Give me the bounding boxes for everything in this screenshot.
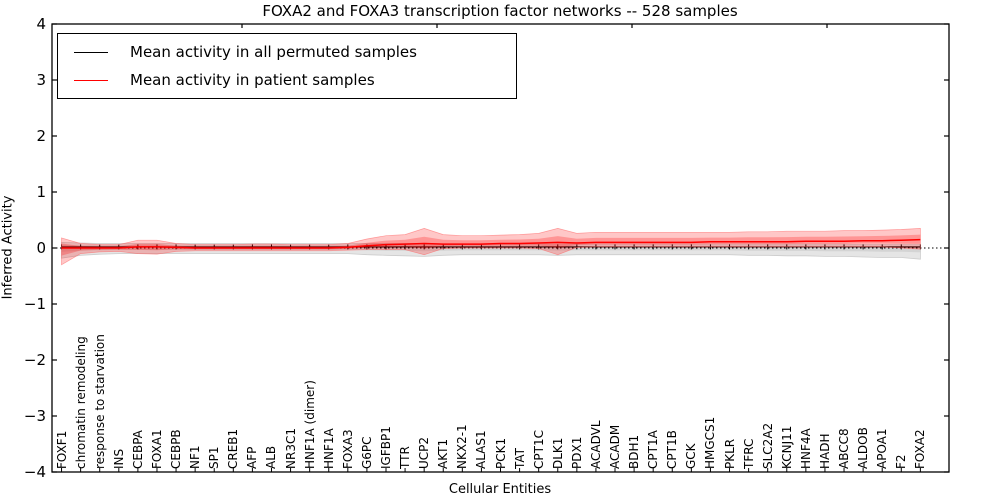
x-category-label: ACADVL — [588, 420, 603, 469]
y-tick-label: 2 — [36, 127, 46, 145]
x-category-label: response to starvation — [92, 334, 107, 469]
x-category-label: NF1 — [188, 445, 203, 469]
y-tick-label: −4 — [23, 463, 46, 481]
x-category-label: HMGCS1 — [703, 416, 718, 469]
y-tick-label: −3 — [23, 407, 46, 425]
x-category-label: FOXA3 — [340, 429, 355, 469]
x-category-label: TFRC — [741, 438, 756, 469]
x-category-label: ALB — [264, 445, 279, 469]
x-category-label: APOA1 — [875, 428, 890, 469]
x-category-label: HADH — [817, 433, 832, 470]
x-category-label: ABCC8 — [837, 428, 852, 469]
patient-std-band-inner — [61, 234, 921, 256]
x-category-label: DLK1 — [550, 437, 565, 469]
x-category-label: F2 — [894, 454, 909, 469]
x-category-label: HNF1A (dimer) — [302, 380, 317, 469]
x-category-label: PCK1 — [493, 437, 508, 469]
x-category-label: FOXF1 — [54, 430, 69, 469]
x-category-label: CEBPB — [169, 429, 184, 469]
legend-item-patient: Mean activity in patient samples — [58, 66, 516, 94]
x-category-label: ALDOB — [856, 427, 871, 469]
x-category-label: IGFBP1 — [378, 426, 393, 469]
x-category-label: PDX1 — [569, 436, 584, 469]
legend-label: Mean activity in patient samples — [130, 71, 375, 89]
y-tick-label: −2 — [23, 351, 46, 369]
x-category-label: CREB1 — [226, 428, 241, 469]
patient-mean-line — [61, 238, 921, 249]
x-category-label: FOXA2 — [913, 429, 928, 469]
x-category-label: chromatin remodeling — [73, 336, 88, 469]
y-tick-label: 4 — [36, 15, 46, 33]
x-category-label: NKX2-1 — [455, 424, 470, 469]
chart-title: FOXA2 and FOXA3 transcription factor net… — [262, 2, 738, 20]
x-category-label: GCK — [684, 443, 699, 469]
x-category-label: AKT1 — [436, 438, 451, 469]
x-axis-label: Cellular Entities — [448, 482, 552, 497]
x-category-label: HNF4A — [798, 428, 813, 469]
x-category-label: UCP2 — [417, 436, 432, 469]
x-category-label: FOXA1 — [149, 429, 164, 469]
legend-line-icon — [74, 79, 108, 81]
y-tick-label: 1 — [36, 183, 46, 201]
x-category-label: ALAS1 — [474, 430, 489, 469]
y-tick-label: 3 — [36, 71, 46, 89]
x-category-label: CPT1C — [531, 430, 546, 469]
legend: Mean activity in all permuted samples Mea… — [57, 33, 517, 99]
y-tick-label: 0 — [36, 239, 46, 257]
x-category-label: SP1 — [207, 446, 222, 470]
x-category-label: CPT1A — [646, 430, 661, 469]
x-category-label: PKLR — [722, 438, 737, 469]
x-category-label: CPT1B — [665, 430, 680, 469]
x-category-label: AFP — [245, 446, 260, 469]
legend-item-permuted: Mean activity in all permuted samples — [58, 38, 516, 66]
x-category-label: CEBPA — [130, 430, 145, 469]
x-category-label: TAT — [512, 447, 527, 469]
x-category-label: BDH1 — [627, 434, 642, 469]
x-category-label: ACADM — [608, 424, 622, 469]
x-category-label: KCNJ11 — [779, 425, 794, 469]
x-category-label: NR3C1 — [283, 428, 298, 469]
x-category-label: TTR — [398, 446, 413, 469]
legend-line-icon — [74, 51, 108, 53]
x-category-label: SLC2A2 — [760, 422, 775, 469]
x-category-label: G6PC — [359, 436, 374, 469]
x-category-label: INS — [111, 448, 126, 469]
x-category-label: HNF1A — [321, 428, 336, 469]
patient-std-band — [61, 228, 921, 266]
y-tick-label: −1 — [23, 295, 46, 313]
legend-label: Mean activity in all permuted samples — [130, 43, 417, 61]
